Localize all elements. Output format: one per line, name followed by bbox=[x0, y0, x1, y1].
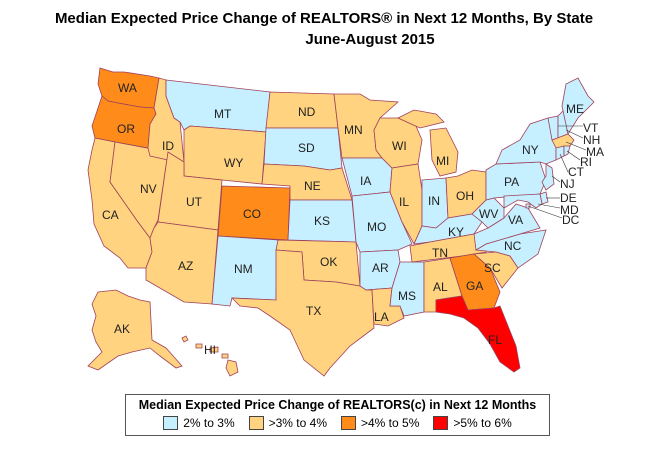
state-MD bbox=[503, 193, 543, 209]
state-label-CT: CT bbox=[568, 165, 585, 179]
legend-swatch bbox=[248, 416, 264, 430]
state-label-TX: TX bbox=[306, 304, 321, 318]
state-label-MT: MT bbox=[214, 107, 232, 121]
state-NC: NC bbox=[474, 229, 547, 269]
legend-item: >5% to 6% bbox=[433, 416, 512, 430]
state-label-KY: KY bbox=[448, 225, 464, 239]
legend-title: Median Expected Price Change of REALTORS… bbox=[138, 398, 537, 412]
state-label-HI: HI bbox=[204, 343, 216, 357]
state-CO: CO bbox=[217, 185, 291, 241]
legend-item: 2% to 3% bbox=[163, 416, 235, 430]
state-label-SC: SC bbox=[484, 261, 501, 275]
state-SD: SD bbox=[263, 127, 343, 171]
state-label-OK: OK bbox=[320, 255, 337, 269]
state-PA: PA bbox=[485, 161, 547, 201]
legend-item: >4% to 5% bbox=[341, 416, 419, 430]
state-VA: VA bbox=[473, 203, 541, 251]
legend-label: >4% to 5% bbox=[361, 416, 420, 430]
state-label-VA: VA bbox=[508, 213, 523, 227]
state-OH: OH bbox=[445, 169, 487, 219]
state-label-NH: NH bbox=[583, 133, 600, 147]
state-label-WI: WI bbox=[392, 139, 407, 153]
state-TX: TX bbox=[230, 249, 375, 377]
state-label-WA: WA bbox=[118, 81, 137, 95]
state-label-TN: TN bbox=[432, 246, 448, 260]
state-MI: MI bbox=[397, 109, 459, 177]
state-label-ND: ND bbox=[298, 105, 316, 119]
state-HI: HI bbox=[181, 335, 239, 377]
state-ME: ME bbox=[561, 77, 595, 136]
state-label-LA: LA bbox=[374, 310, 389, 324]
state-label-FL: FL bbox=[488, 333, 502, 347]
state-label-AL: AL bbox=[433, 280, 448, 294]
legend-label: >3% to 4% bbox=[268, 416, 327, 430]
state-label-VT: VT bbox=[583, 121, 599, 135]
state-AR: AR bbox=[359, 249, 401, 291]
state-label-MN: MN bbox=[344, 123, 363, 137]
state-NJ bbox=[541, 163, 555, 191]
state-label-UT: UT bbox=[186, 195, 203, 209]
state-NM: NM bbox=[211, 235, 279, 307]
state-label-ID: ID bbox=[162, 139, 174, 153]
state-MA bbox=[551, 133, 575, 149]
legend: Median Expected Price Change of REALTORS… bbox=[125, 394, 550, 436]
state-label-KS: KS bbox=[314, 214, 330, 228]
state-label-NC: NC bbox=[504, 239, 522, 253]
state-label-WY: WY bbox=[224, 156, 243, 170]
state-label-IL: IL bbox=[399, 195, 409, 209]
state-label-PA: PA bbox=[504, 175, 519, 189]
state-ND: ND bbox=[265, 91, 339, 129]
state-label-MO: MO bbox=[367, 220, 386, 234]
map-title: Median Expected Price Change of REALTORS… bbox=[54, 10, 594, 27]
leader-lines bbox=[527, 125, 587, 219]
state-NY: NY bbox=[495, 117, 557, 165]
state-label-CA: CA bbox=[102, 208, 119, 222]
state-label-NM: NM bbox=[234, 262, 253, 276]
state-label-AR: AR bbox=[372, 261, 389, 275]
state-label-NV: NV bbox=[140, 182, 157, 196]
state-IA: IA bbox=[341, 157, 393, 197]
state-WY: WY bbox=[183, 125, 267, 185]
state-AK: AK bbox=[87, 289, 183, 371]
state-label-DC: DC bbox=[562, 213, 580, 227]
state-MO: MO bbox=[351, 191, 413, 253]
state-label-NJ: NJ bbox=[560, 177, 575, 191]
state-label-AZ: AZ bbox=[178, 259, 193, 273]
state-label-GA: GA bbox=[466, 279, 483, 293]
state-FL: FL bbox=[435, 295, 521, 373]
state-AZ: AZ bbox=[145, 221, 219, 305]
state-label-NY: NY bbox=[522, 143, 539, 157]
state-MT: MT bbox=[165, 79, 271, 133]
state-label-IN: IN bbox=[428, 194, 440, 208]
state-MN: MN bbox=[333, 93, 399, 159]
state-label-CO: CO bbox=[243, 207, 261, 221]
state-label-OH: OH bbox=[456, 189, 474, 203]
state-label-MS: MS bbox=[398, 289, 416, 303]
legend-swatch bbox=[433, 416, 449, 430]
state-label-AK: AK bbox=[114, 322, 130, 336]
state-label-ME: ME bbox=[566, 102, 584, 116]
state-CT bbox=[555, 145, 565, 161]
state-label-SD: SD bbox=[298, 141, 315, 155]
state-label-MD: MD bbox=[560, 203, 579, 217]
state-label-DE: DE bbox=[560, 191, 577, 205]
state-label-RI: RI bbox=[580, 155, 592, 169]
state-label-OR: OR bbox=[117, 122, 135, 136]
state-label-MI: MI bbox=[436, 154, 449, 168]
state-IN: IN bbox=[421, 177, 449, 229]
state-label-MA: MA bbox=[586, 145, 604, 159]
legend-swatch bbox=[163, 416, 179, 430]
state-MS: MS bbox=[389, 261, 425, 317]
state-WV: WV bbox=[471, 197, 505, 229]
state-label-WV: WV bbox=[479, 207, 498, 221]
legend-label: 2% to 3% bbox=[183, 416, 235, 430]
legend-label: >5% to 6% bbox=[453, 416, 512, 430]
state-label-IA: IA bbox=[360, 174, 371, 188]
map-subtitle: June-August 2015 bbox=[305, 31, 435, 48]
legend-item: >3% to 4% bbox=[248, 416, 327, 430]
state-KS: KS bbox=[287, 199, 357, 243]
state-label-NE: NE bbox=[304, 179, 321, 193]
legend-swatch bbox=[341, 416, 356, 430]
